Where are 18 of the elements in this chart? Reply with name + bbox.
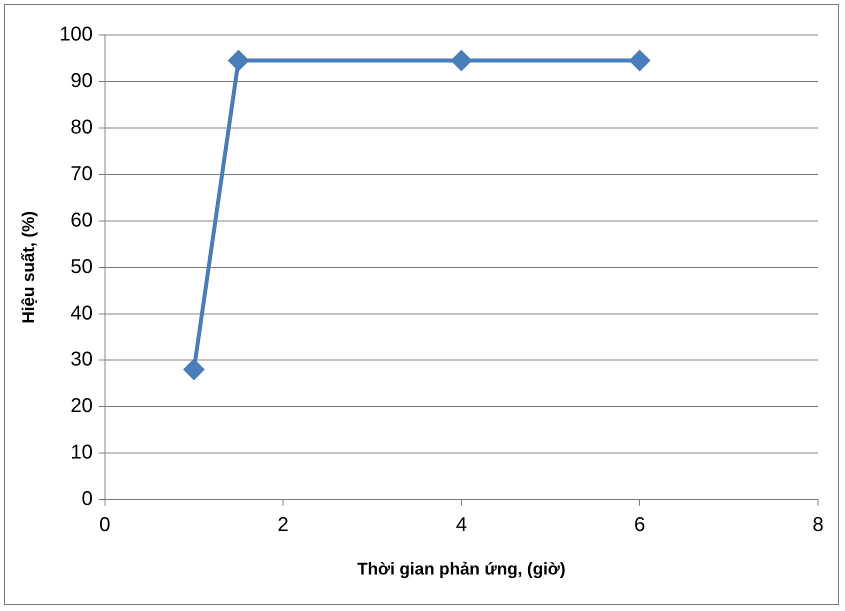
y-tick-label: 40 bbox=[70, 302, 93, 324]
x-axis-title: Thời gian phản ứng, (giờ) bbox=[357, 559, 566, 578]
x-tick-label: 0 bbox=[99, 514, 110, 536]
y-axis-title: Hiệu suất, (%) bbox=[18, 211, 38, 324]
y-tick-label: 50 bbox=[70, 256, 93, 278]
x-tick-label: 8 bbox=[812, 514, 824, 536]
y-tick-label: 30 bbox=[70, 348, 93, 371]
y-tick-label: 0 bbox=[82, 488, 93, 510]
y-tick-label: 90 bbox=[70, 70, 93, 92]
y-tick-label: 10 bbox=[70, 442, 93, 464]
y-tick-label: 20 bbox=[70, 395, 93, 418]
y-tick-label: 80 bbox=[70, 116, 93, 138]
y-tick-label: 70 bbox=[70, 162, 93, 185]
x-tick-label: 2 bbox=[278, 514, 289, 536]
y-tick-label: 100 bbox=[59, 24, 93, 46]
y-tick-label: 60 bbox=[70, 209, 93, 232]
x-tick-label: 6 bbox=[634, 514, 646, 536]
x-tick-label: 4 bbox=[456, 514, 467, 536]
